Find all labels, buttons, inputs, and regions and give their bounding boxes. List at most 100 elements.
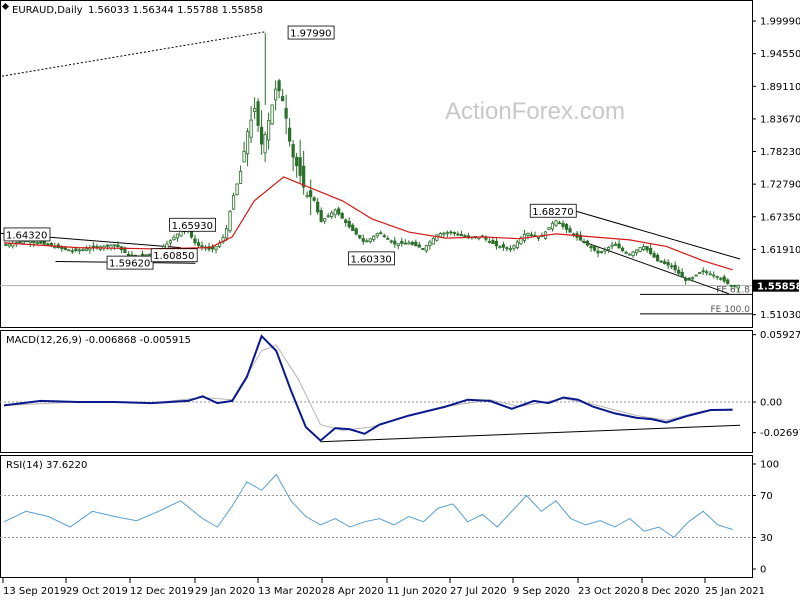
candle-body [638,247,642,252]
candle-body [736,285,740,289]
candle-body [7,243,11,247]
candle-body [554,220,558,226]
candle-body [372,235,376,241]
candle-body [417,244,421,248]
candle-body [585,240,590,246]
candle-body [642,246,646,250]
candle-body [235,183,239,196]
candle-body [582,241,586,243]
annotation-label-0: 1.97990 [290,29,331,40]
candle-body [196,242,201,246]
candle-body [53,246,57,249]
candle-body [70,250,74,253]
candle-body [46,243,50,246]
candle-body [435,234,439,241]
candle-body [705,271,709,274]
candle-body [351,224,355,232]
channel-upper-line [571,209,741,260]
fib-label-0: FE 61.8 [716,285,750,295]
candle-body [547,227,551,230]
candle-body [726,279,730,284]
candle-body [564,223,569,230]
candle-body [396,243,400,246]
candle-body [354,228,358,235]
candle-body [592,245,597,251]
candle-body [596,250,600,254]
annotation-label-5: 1.60330 [350,254,391,265]
candle-body [39,241,43,244]
candle-body [330,212,334,217]
macd-signal-line [3,344,733,431]
candle-body [284,108,288,119]
candle-body [18,241,22,244]
candle-body [557,222,562,225]
x-tick-label-3: 29 Jan 2020 [195,586,255,597]
annotation-box-6 [529,203,577,218]
candle-body [228,211,232,232]
candle-body [561,222,565,227]
candle-body [424,245,428,252]
price-tick-label-5: 1.72790 [760,180,800,191]
rsi-tick-label-3: 0 [760,565,766,576]
candle-body [21,240,25,244]
candle-body [410,241,414,245]
candle-body [63,247,67,250]
current-price-label: 1.55858 [757,282,800,293]
candle-body [635,249,639,254]
candle-body [400,240,404,244]
rsi-tick-label-0: 100 [760,460,779,471]
candle-body [319,210,323,222]
price-tick-label-6: 1.67350 [760,212,800,223]
candle-body [252,108,257,112]
candle-body [505,247,509,250]
x-tick-label-8: 9 Sep 2020 [513,586,570,597]
candle-body [715,276,719,278]
candle-body [578,234,583,241]
annotation-box-1 [169,217,217,232]
price-tick-label-2: 1.89110 [760,82,800,93]
candle-body [112,244,116,247]
candle-body [263,134,267,154]
annotation-box-5 [348,251,395,266]
price-tick-label-1: 1.94550 [760,49,800,60]
candle-body [652,253,656,258]
candle-body [379,232,383,235]
candle-body [613,243,618,246]
candle-body [610,244,614,247]
peak-trendline [1,31,266,77]
candle-body [393,240,397,245]
price-tick-label-3: 1.83670 [760,114,800,125]
candle-body [620,247,625,251]
candle-body [663,261,667,265]
candle-body [684,278,688,281]
candle-body [624,251,628,254]
x-tick-label-5: 28 Apr 2020 [322,586,384,597]
annotation-box-0 [287,25,335,40]
price-header: EURAUD,Daily 1.56033 1.56344 1.55788 1.5… [1,2,263,16]
rsi-line [3,473,733,539]
candle-body [302,165,306,188]
candle-body [452,232,456,234]
candle-body [277,80,281,92]
candle-body [116,244,120,248]
header-marker-icon [1,2,10,11]
candle-body [140,253,145,256]
candle-body [606,247,611,250]
candle-body [673,264,677,271]
candle-body [249,119,253,138]
x-axis: 13 Sep 2019 29 Oct 2019 12 Dec 2019 29 Jan … [2,578,765,597]
price-tick-label-8: 1.51030 [760,310,800,321]
candle-body [712,274,716,277]
candle-body [550,222,555,230]
candle-body [442,232,446,235]
candle-body [84,248,88,252]
candle-body [361,238,365,242]
candle-body [494,240,499,247]
macd-title: MACD(12,26,9) -0.006868 -0.005915 [6,335,191,346]
candle-body [77,249,81,252]
ema-line [3,176,733,271]
candle-body [628,253,632,256]
candle-body [270,104,274,125]
candle-body [508,248,513,251]
